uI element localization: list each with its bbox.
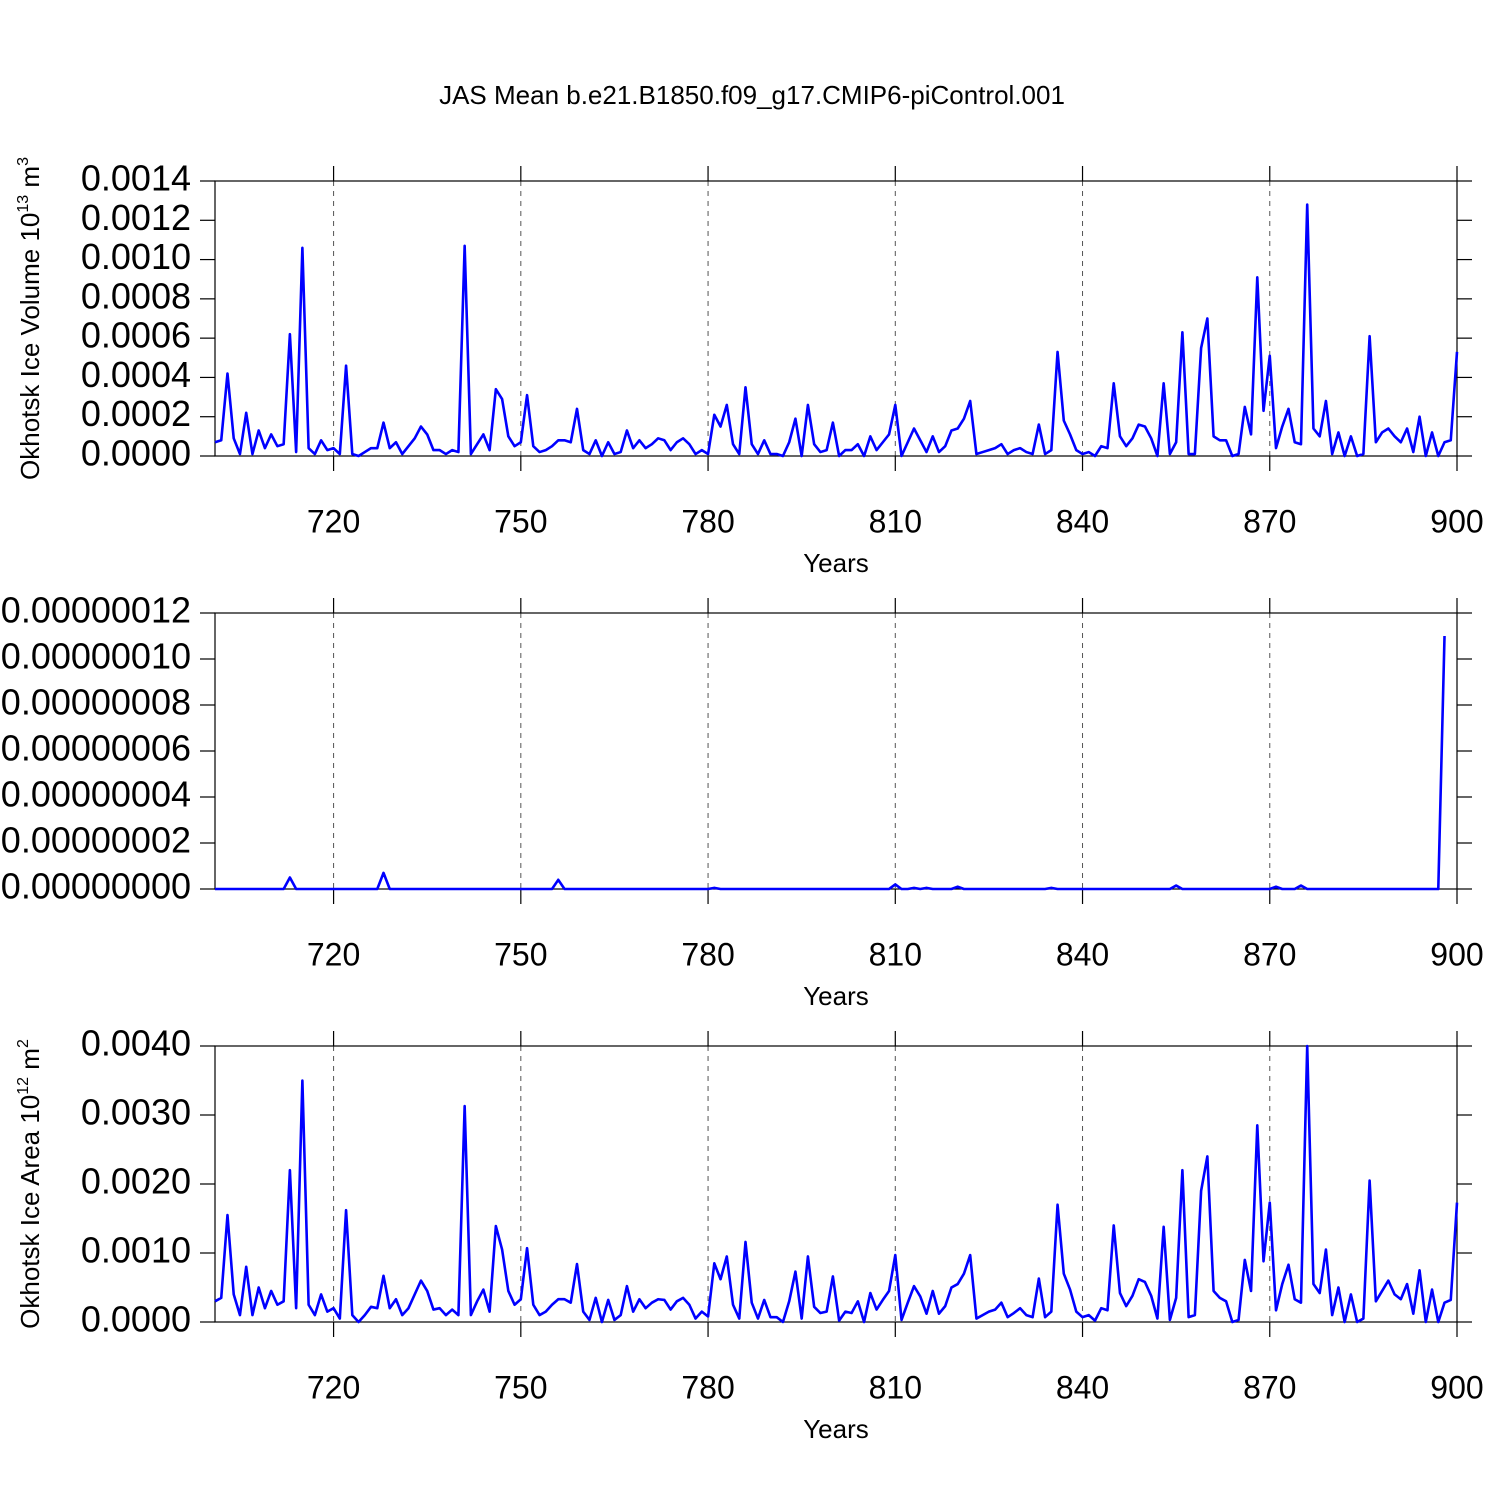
x-tick-label: 870 (1243, 503, 1296, 539)
y-tick-label: 0.0002 (81, 393, 191, 434)
plot-frame (214, 180, 1458, 457)
x-tick-label: 810 (869, 936, 922, 972)
y-axis-label-part: Okhotsk Ice Area 10 (15, 1095, 45, 1329)
x-tick-label: 780 (681, 1369, 734, 1405)
x-tick-label: 750 (494, 503, 547, 539)
x-tick-label: 870 (1243, 936, 1296, 972)
y-tick-label: 0.0008 (81, 275, 191, 316)
data-line (214, 203, 1459, 458)
x-tick-label: 840 (1056, 503, 1109, 539)
y-tick-label: 0.0040 (81, 1023, 191, 1064)
y-axis-label-part: 2 (15, 1039, 32, 1048)
y-axis-label: Okhotsk Ice Area 1012 m2 (15, 1039, 45, 1329)
x-tick-label: 750 (494, 1369, 547, 1405)
data-line (214, 1044, 1459, 1324)
x-tick-label: 900 (1430, 936, 1483, 972)
y-axis-label-part: 12 (15, 1077, 32, 1095)
y-axis-label-part: Okhotsk Ice Volume 10 (15, 213, 45, 480)
y-tick-label: 0.0000 (81, 433, 191, 474)
x-tick-label: 750 (494, 936, 547, 972)
x-tick-label: 810 (869, 503, 922, 539)
y-tick-label: 0.00000006 (1, 728, 191, 769)
y-axis-label-part: 3 (15, 157, 32, 166)
chart-title: JAS Mean b.e21.B1850.f09_g17.CMIP6-piCon… (439, 80, 1065, 110)
y-axis-label-part: m (15, 166, 45, 195)
y-tick-label: 0.00000012 (1, 590, 191, 631)
x-axis-label: Years (803, 981, 869, 1011)
y-axis-label: Okhotsk Ice Volume 1013 m3 (15, 157, 45, 480)
y-tick-label: 0.00000008 (1, 682, 191, 723)
y-axis-label-part: 13 (15, 195, 32, 213)
plot-frame (214, 1045, 1458, 1323)
y-axis-label-part: m (15, 1048, 45, 1077)
x-tick-label: 720 (307, 503, 360, 539)
data-line (215, 635, 1446, 891)
x-tick-label: 810 (869, 1369, 922, 1405)
y-tick-label: 0.00000000 (1, 866, 191, 907)
x-tick-label: 780 (681, 936, 734, 972)
y-tick-label: 0.00000004 (1, 774, 191, 815)
y-tick-label: 0.0014 (81, 158, 191, 199)
y-tick-label: 0.0030 (81, 1092, 191, 1133)
x-tick-label: 720 (307, 1369, 360, 1405)
y-tick-label: 0.0012 (81, 197, 191, 238)
x-tick-label: 720 (307, 936, 360, 972)
y-tick-label: 0.0004 (81, 354, 191, 395)
y-tick-label: 0.0020 (81, 1161, 191, 1202)
x-tick-label: 900 (1430, 503, 1483, 539)
x-tick-label: 900 (1430, 1369, 1483, 1405)
y-tick-label: 0.00000010 (1, 636, 191, 677)
y-tick-label: 0.00000002 (1, 820, 191, 861)
y-tick-label: 0.0010 (81, 1230, 191, 1271)
x-tick-label: 840 (1056, 1369, 1109, 1405)
y-tick-label: 0.0010 (81, 236, 191, 277)
x-tick-label: 840 (1056, 936, 1109, 972)
y-tick-label: 0.0006 (81, 315, 191, 356)
x-tick-label: 870 (1243, 1369, 1296, 1405)
x-tick-label: 780 (681, 503, 734, 539)
x-axis-label: Years (803, 548, 869, 578)
y-tick-label: 0.0000 (81, 1299, 191, 1340)
x-axis-label: Years (803, 1414, 869, 1444)
